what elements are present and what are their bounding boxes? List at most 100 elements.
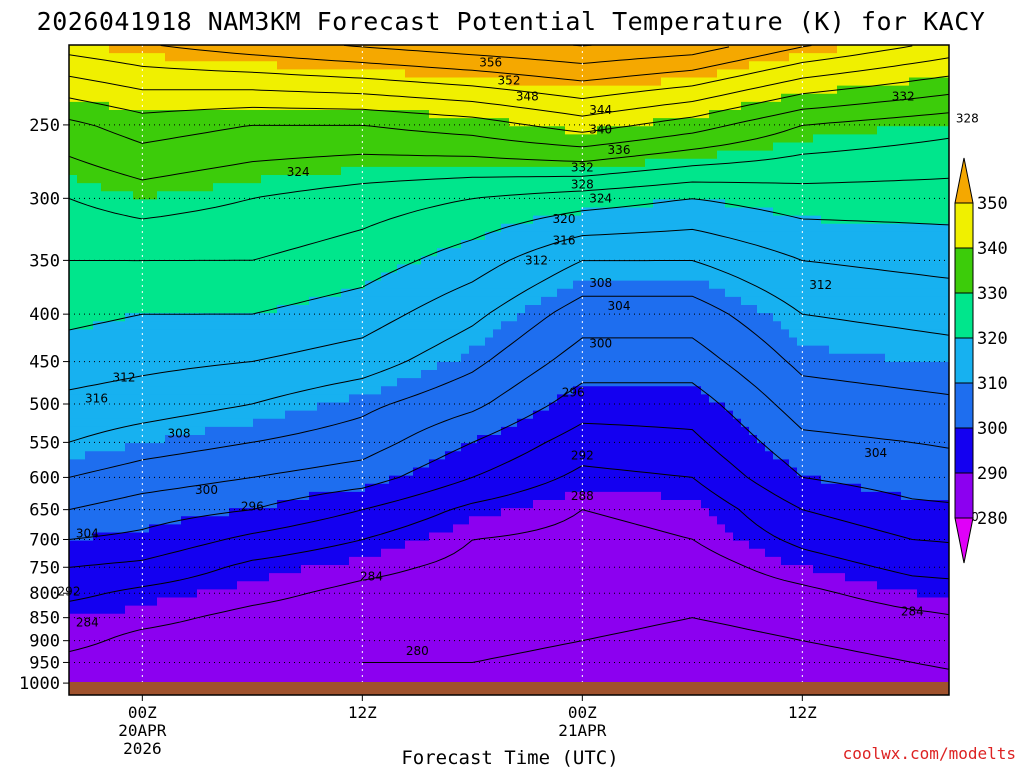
heat-cell [197, 605, 206, 615]
heat-cell [149, 158, 158, 168]
heat-cell [413, 402, 422, 412]
heat-cell [341, 418, 350, 428]
heat-cell [117, 483, 126, 493]
heat-cell [157, 459, 166, 469]
heat-cell [277, 435, 286, 444]
heat-cell [93, 118, 102, 127]
heat-cell [285, 69, 294, 79]
heat-cell [237, 264, 246, 274]
heat-cell [317, 483, 326, 493]
heat-cell [565, 61, 574, 70]
heat-cell [285, 556, 294, 566]
heat-cell [261, 638, 270, 647]
heat-cell [269, 93, 278, 103]
heat-cell [141, 321, 150, 330]
heat-cell [285, 215, 294, 225]
heat-cell [213, 459, 222, 469]
heat-cell [317, 435, 326, 444]
heat-cell [509, 175, 518, 184]
heat-cell [557, 426, 566, 436]
heat-cell [461, 638, 470, 647]
heat-cell [357, 435, 366, 444]
heat-cell [549, 426, 558, 436]
heat-cell [509, 272, 518, 282]
heat-cell [437, 540, 446, 550]
heat-cell [237, 532, 246, 542]
heat-cell [165, 101, 174, 111]
heat-cell [197, 435, 206, 444]
heat-cell [541, 378, 550, 387]
heat-cell [229, 126, 238, 135]
heat-cell [485, 85, 494, 95]
heat-cell [413, 240, 422, 249]
heat-cell [517, 183, 526, 192]
heat-cell [141, 500, 150, 509]
heat-cell [397, 459, 406, 469]
heat-cell [229, 118, 238, 127]
heat-cell [133, 459, 142, 469]
heat-cell [221, 101, 230, 111]
heat-cell [77, 329, 86, 339]
heat-cell [261, 69, 270, 79]
heat-cell [365, 231, 374, 241]
heat-cell [229, 370, 238, 379]
heat-cell [461, 313, 470, 322]
heat-cell [269, 459, 278, 469]
heat-cell [277, 451, 286, 460]
heat-cell [517, 670, 526, 680]
heat-cell [349, 662, 358, 672]
heat-cell [397, 443, 406, 452]
heat-cell [173, 231, 182, 241]
heat-cell [301, 191, 310, 200]
heat-cell [461, 85, 470, 95]
heat-cell [453, 93, 462, 103]
heat-cell [365, 483, 374, 493]
heat-cell [213, 101, 222, 111]
heat-cell [549, 670, 558, 680]
heat-cell [469, 378, 478, 387]
heat-cell [69, 556, 78, 566]
heat-cell [85, 305, 94, 314]
heat-cell [541, 605, 550, 615]
heat-cell [333, 45, 342, 54]
heat-cell [173, 126, 182, 135]
heat-cell [117, 231, 126, 241]
heat-cell [405, 69, 414, 79]
heat-cell [93, 329, 102, 339]
heat-cell [277, 166, 286, 176]
heat-cell [333, 483, 342, 493]
heat-cell [269, 581, 278, 590]
heat-cell [389, 630, 398, 639]
heat-cell [69, 142, 78, 152]
heat-cell [341, 134, 350, 144]
heat-cell [229, 418, 238, 428]
heat-cell [509, 321, 518, 330]
heat-cell [509, 93, 518, 103]
heat-cell [269, 646, 278, 655]
heat-cell [381, 646, 390, 655]
heat-cell [525, 53, 534, 62]
heat-cell [309, 337, 318, 347]
heat-cell [325, 191, 334, 200]
heat-cell [269, 272, 278, 282]
heat-cell [453, 110, 462, 119]
heat-cell [101, 45, 110, 54]
heat-cell [269, 199, 278, 209]
heat-cell [173, 166, 182, 176]
heat-cell [221, 402, 230, 412]
heat-cell [125, 402, 134, 412]
heat-cell [493, 500, 502, 509]
heat-cell [85, 191, 94, 200]
heat-cell [285, 386, 294, 395]
heat-cell [197, 199, 206, 209]
heat-cell [349, 142, 358, 152]
heat-cell [101, 134, 110, 144]
heat-cell [549, 467, 558, 477]
heat-cell [237, 45, 246, 54]
heat-cell [349, 573, 358, 582]
heat-cell [189, 532, 198, 542]
heat-cell [509, 443, 518, 452]
heat-cell [133, 272, 142, 282]
heat-cell [101, 345, 110, 355]
heat-cell [149, 142, 158, 152]
